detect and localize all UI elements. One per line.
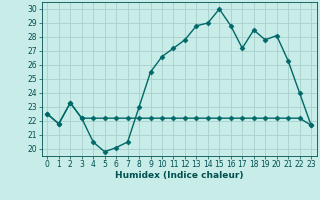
X-axis label: Humidex (Indice chaleur): Humidex (Indice chaleur) xyxy=(115,171,244,180)
